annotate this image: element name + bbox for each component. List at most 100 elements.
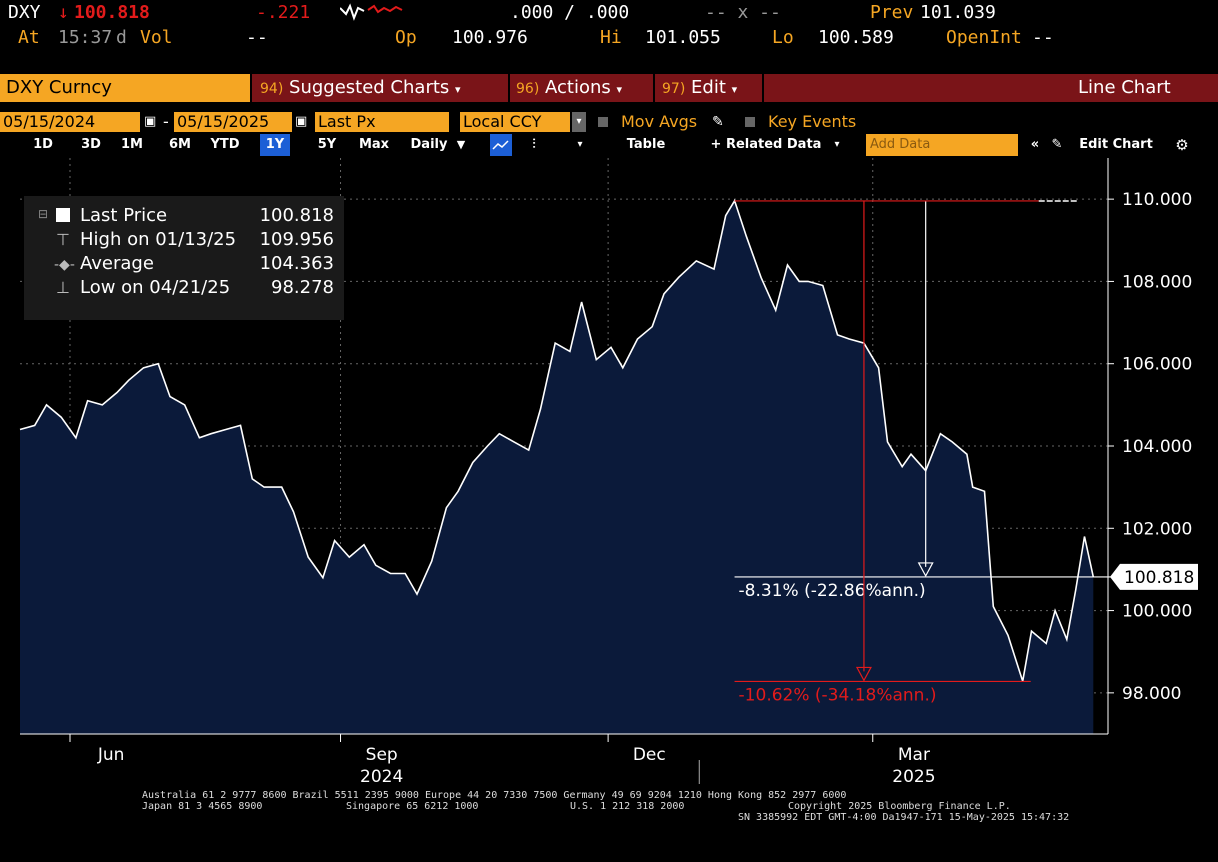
range-1y[interactable]: 1Y xyxy=(260,134,290,156)
down-arrow-icon: ↓ xyxy=(58,2,69,23)
y-tick-label: 102.000 xyxy=(1122,519,1192,539)
lo-label: Lo xyxy=(772,27,794,48)
y-tick-label: 104.000 xyxy=(1122,437,1192,457)
year-label: 2025 xyxy=(892,767,935,787)
range-5y[interactable]: 5Y xyxy=(317,137,337,152)
x-tick-label: Jun xyxy=(97,745,125,765)
calendar-icon[interactable]: ▣ xyxy=(295,114,308,129)
bid-ask: .000 / .000 xyxy=(510,2,630,23)
year-label: 2024 xyxy=(360,767,403,787)
range-1d[interactable]: 1D xyxy=(33,137,53,152)
menu-divider xyxy=(762,74,764,102)
footer: Australia 61 2 9777 8600 Brazil 5511 239… xyxy=(0,790,1218,830)
currency-dropdown-icon[interactable]: ▾ xyxy=(572,112,586,132)
footer-singapore: Singapore 65 6212 1000 xyxy=(346,801,479,812)
mov-avgs-label[interactable]: Mov Avgs xyxy=(621,112,698,131)
footer-japan: Japan 81 3 4565 8900 xyxy=(142,801,263,812)
edit-chart-button[interactable]: Edit Chart xyxy=(1079,137,1153,152)
chart-type-label[interactable]: Line Chart xyxy=(1078,77,1171,98)
drop-arrow-head xyxy=(855,666,872,682)
footer-line-1: Australia 61 2 9777 8600 Brazil 5511 239… xyxy=(142,790,847,801)
price-line xyxy=(19,198,1095,682)
period-select[interactable]: Daily xyxy=(410,137,448,152)
key-events-checkbox[interactable] xyxy=(745,117,755,127)
related-caret-icon[interactable]: ▾ xyxy=(834,139,840,150)
footer-copyright: Copyright 2025 Bloomberg Finance L.P. xyxy=(788,801,1011,812)
low-marker-icon: ⊥ xyxy=(56,278,70,297)
menu-divider xyxy=(653,74,655,102)
hi-label: Hi xyxy=(600,27,622,48)
start-date-field[interactable]: 05/15/2024 xyxy=(0,112,140,132)
legend-avg-label: Average xyxy=(80,253,154,274)
range-ytd[interactable]: YTD xyxy=(210,137,240,152)
legend: ⊟ Last Price 100.818 ⊤ High on 01/13/25 … xyxy=(24,196,344,320)
actions-menu[interactable]: 96) Actions ▾ xyxy=(516,74,622,102)
legend-high-label: High on 01/13/25 xyxy=(80,229,236,250)
axes: 98.000 100.000 102.000 104.000 106.000 108.00… xyxy=(20,158,1198,787)
openint-value: -- xyxy=(1032,27,1054,48)
last-value-tag xyxy=(1110,563,1198,590)
quote-row-2: At 15:37 d Vol -- Op 100.976 Hi 101.055 … xyxy=(0,26,1218,50)
edit-label: Edit xyxy=(691,77,726,98)
price-chart: -8.31% (-22.86%ann.) -10.62% (-34.18%ann.… xyxy=(19,158,1198,787)
table-button[interactable]: Table xyxy=(626,137,666,152)
date-separator: - xyxy=(163,112,169,131)
menu-divider xyxy=(250,74,252,102)
range-6m[interactable]: 6M xyxy=(169,137,191,152)
hi-value: 101.055 xyxy=(645,27,721,48)
range-max[interactable]: Max xyxy=(358,137,390,152)
y-tick-label: 110.000 xyxy=(1122,190,1192,210)
open-label: Op xyxy=(395,27,417,48)
currency-select[interactable]: Local CCY xyxy=(460,112,570,132)
add-data-input[interactable]: Add Data xyxy=(866,134,1018,156)
bid-ask-size: -- x -- xyxy=(705,2,781,23)
legend-low-label: Low on 04/21/25 xyxy=(80,277,230,298)
end-date-field[interactable]: 05/15/2025 xyxy=(174,112,292,132)
calendar-icon[interactable]: ▣ xyxy=(144,114,157,129)
drop-arrow-head xyxy=(917,562,934,578)
x-tick-label: Sep xyxy=(366,745,398,765)
x-tick-label: Mar xyxy=(898,745,930,765)
high-marker-icon: ⊤ xyxy=(56,230,70,249)
last-price: 100.818 xyxy=(74,2,150,23)
caret-down-icon: ▾ xyxy=(731,83,738,96)
caret-down-icon[interactable]: ▼ xyxy=(456,138,466,151)
gear-icon[interactable]: ⚙ xyxy=(1175,136,1189,154)
openint-label: OpenInt xyxy=(946,27,1022,48)
edit-num: 97) xyxy=(662,81,686,97)
legend-last-value: 100.818 xyxy=(260,205,334,226)
price-field-select[interactable]: Last Px xyxy=(315,112,449,132)
related-data-button[interactable]: + Related Data xyxy=(710,137,822,152)
mov-avgs-checkbox[interactable] xyxy=(598,117,608,127)
pencil-icon[interactable]: ✎ xyxy=(712,114,724,130)
actions-label: Actions xyxy=(545,77,611,98)
y-tick-label: 98.000 xyxy=(1122,684,1181,704)
suggested-charts-menu[interactable]: 94) Suggested Charts ▾ xyxy=(260,74,461,102)
footer-session: SN 3385992 EDT GMT-4:00 Da1947-171 15-Ma… xyxy=(738,812,1070,823)
line-chart-icon[interactable] xyxy=(490,134,512,156)
collapse-icon[interactable]: « xyxy=(1030,137,1040,152)
prev-value: 101.039 xyxy=(920,2,996,23)
sparkline-icon xyxy=(339,2,404,27)
prev-label: Prev xyxy=(870,2,914,23)
x-tick-label: Dec xyxy=(633,745,666,765)
last-value-label: 100.818 xyxy=(1124,568,1194,588)
pencil-icon[interactable]: ✎ xyxy=(1051,137,1063,152)
chart-style-caret-icon[interactable]: ▾ xyxy=(577,139,583,150)
footer-us: U.S. 1 212 318 2000 xyxy=(570,801,685,812)
range-1m[interactable]: 1M xyxy=(121,137,143,152)
ticker-symbol: DXY xyxy=(8,2,41,23)
collapse-legend-icon[interactable]: ⊟ xyxy=(38,207,48,221)
drop-label: -10.62% (-34.18%ann.) xyxy=(739,685,937,705)
settings-row: 05/15/2024 ▣ - 05/15/2025 ▣ Last Px Loca… xyxy=(0,112,1218,132)
quote-row-1: DXY ↓ 100.818 -.221 .000 / .000 -- x -- … xyxy=(0,0,1218,26)
candlestick-icon[interactable]: ⫶ xyxy=(532,137,536,152)
edit-menu[interactable]: 97) Edit ▾ xyxy=(662,74,737,102)
time-suffix: d xyxy=(116,27,127,48)
range-3d[interactable]: 3D xyxy=(81,137,101,152)
annotations: -8.31% (-22.86%ann.) -10.62% (-34.18%ann.… xyxy=(734,200,1116,705)
price-area xyxy=(20,200,1094,735)
key-events-label[interactable]: Key Events xyxy=(768,112,857,131)
security-field[interactable]: DXY Curncy xyxy=(0,74,250,102)
actions-num: 96) xyxy=(516,81,540,97)
